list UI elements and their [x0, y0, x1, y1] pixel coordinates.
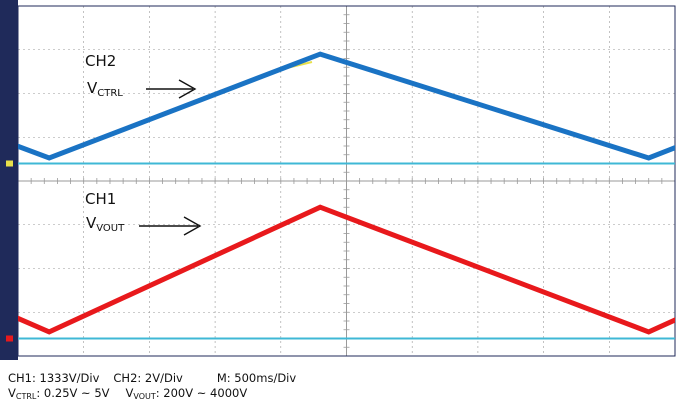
oscilloscope-plot: CH2 VCTRL CH1 VVOUT	[0, 0, 676, 360]
ch1-label: CH1	[85, 190, 116, 208]
vctrl-arrow	[146, 79, 197, 99]
ground-marker-ch1	[6, 335, 13, 342]
ground-baselines	[18, 162, 675, 340]
left-bezel	[0, 0, 18, 360]
trace-ch1	[18, 204, 675, 335]
vctrl-label: VCTRL	[87, 79, 123, 99]
ch2-scale: CH2: 2V/Div	[113, 371, 183, 385]
trace-ch2	[18, 51, 675, 161]
vctrl-label-v: V	[87, 79, 98, 97]
plot-frame	[17, 5, 676, 357]
vctrl-sub: CTRL	[15, 392, 37, 401]
vout-v: V	[125, 386, 134, 400]
vctrl-range-text: : 0.25V ~ 5V	[36, 386, 110, 400]
ch1-scale: CH1: 1333V/Div	[8, 371, 100, 385]
vvout-label-v: V	[86, 214, 97, 232]
vctrl-range: VCTRL: 0.25V ~ 5V	[8, 386, 110, 401]
ground-marker-ch2	[6, 160, 13, 167]
ch2-label: CH2	[85, 52, 116, 70]
readout-row-2: VCTRL: 0.25V ~ 5V VVOUT: 200V ~ 4000V	[8, 386, 247, 401]
vvout-label-sub: VOUT	[96, 223, 125, 234]
vctrl-label-sub: CTRL	[97, 88, 123, 99]
vout-sub: VOUT	[133, 392, 156, 401]
vout-range: VVOUT: 200V ~ 4000V	[126, 386, 248, 401]
vvout-arrow	[139, 216, 202, 236]
timebase: M: 500ms/Div	[216, 371, 297, 385]
vvout-label: VVOUT	[86, 214, 125, 234]
traces	[18, 51, 675, 335]
vout-range-text: : 200V ~ 4000V	[155, 386, 248, 400]
grid	[17, 5, 676, 357]
ground-markers	[6, 160, 13, 342]
readout-row-1: CH1: 1333V/Div CH2: 2V/Div M: 500ms/Div	[8, 371, 296, 385]
vctrl-v: V	[8, 386, 16, 400]
